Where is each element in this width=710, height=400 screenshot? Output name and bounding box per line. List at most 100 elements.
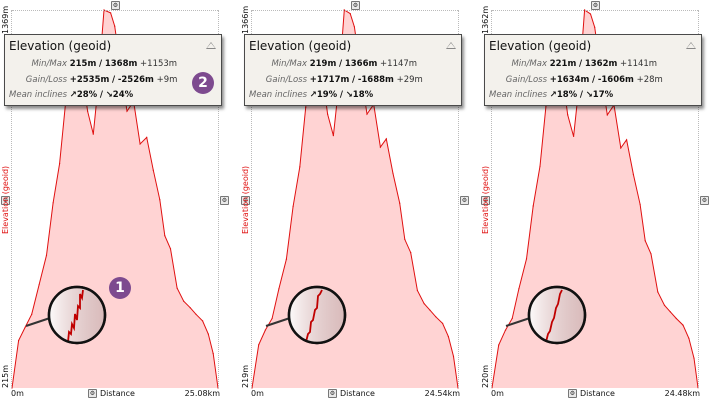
- elevation-point: [589, 13, 592, 15]
- elevation-point: [305, 106, 307, 109]
- x-axis-min-label: 0m: [251, 389, 264, 398]
- elevation-point: [525, 258, 528, 260]
- y-axis-title: Elevation (geoid): [1, 165, 10, 234]
- settings-icon[interactable]: ⚙: [1, 196, 10, 205]
- elevation-point: [682, 324, 684, 326]
- plot-left-border: [251, 10, 252, 388]
- elevation-point: [573, 135, 575, 137]
- collapse-triangle-icon[interactable]: [686, 42, 696, 49]
- elevation-point: [442, 322, 444, 324]
- elevation-point: [285, 258, 287, 260]
- elevation-point: [511, 317, 513, 320]
- elevation-point: [626, 139, 628, 141]
- x-axis-title: ⚙ Distance: [328, 389, 375, 399]
- collapse-triangle-icon[interactable]: [446, 42, 456, 49]
- collapse-triangle-icon[interactable]: [206, 42, 216, 49]
- settings-icon[interactable]: ⚙: [568, 389, 577, 398]
- elevation-point: [539, 165, 541, 167]
- elevation-point: [423, 303, 425, 305]
- elevation-point: [176, 287, 178, 289]
- elevation-point: [258, 344, 260, 346]
- x-axis-title: ⚙ Distance: [88, 389, 135, 399]
- elevation-point: [447, 336, 449, 338]
- settings-icon[interactable]: ⚙: [220, 196, 229, 205]
- elevation-point: [195, 313, 197, 315]
- y-axis-min-label: 215m: [1, 364, 10, 388]
- elevation-point: [212, 353, 214, 355]
- elevation-point: [159, 199, 161, 201]
- magnifier-lens: [505, 285, 587, 345]
- settings-icon[interactable]: ⚙: [351, 1, 360, 10]
- elevation-point: [452, 355, 455, 357]
- elevation-point: [504, 329, 507, 331]
- plot-left-border: [11, 10, 12, 388]
- elevation-point: [139, 143, 141, 145]
- elevation-point: [146, 136, 148, 138]
- elevation-point: [404, 238, 406, 240]
- x-axis-min-label: 0m: [11, 389, 24, 398]
- elevation-point: [650, 253, 652, 255]
- elevation-point: [45, 254, 48, 256]
- elevation-point: [169, 248, 172, 250]
- elevation-point: [126, 110, 128, 112]
- elevation-point: [385, 138, 387, 140]
- x-axis-max-label: 24.54km: [424, 389, 460, 398]
- info-title: Elevation (geoid): [9, 39, 112, 53]
- plot-right-border: [458, 10, 459, 388]
- settings-icon[interactable]: ⚙: [328, 389, 337, 398]
- elevation-point: [632, 173, 634, 176]
- settings-icon[interactable]: ⚙: [700, 196, 709, 205]
- plot-right-border: [698, 10, 699, 388]
- elevation-point: [606, 114, 608, 116]
- elevation-point: [379, 146, 381, 148]
- elevation-point: [278, 288, 280, 290]
- elevation-point: [349, 13, 351, 15]
- elevation-point: [38, 284, 40, 286]
- settings-icon[interactable]: ⚙: [241, 196, 250, 205]
- minmax-row: Min/Max 219m / 1366m +1147m: [271, 59, 418, 69]
- elevation-point: [353, 26, 355, 28]
- y-axis-title: Elevation (geoid): [241, 165, 250, 234]
- profile-panel-1: ⚙ ⚙ ⚙ 1369m 215m Elevation (geoid) 0m 25…: [0, 0, 230, 400]
- settings-icon[interactable]: ⚙: [460, 196, 469, 205]
- elevation-point: [152, 169, 154, 171]
- elevation-point: [545, 106, 547, 108]
- elevation-point: [264, 329, 266, 331]
- elevation-point: [59, 163, 61, 165]
- elevation-point: [675, 317, 677, 320]
- plot-top-border: [12, 10, 218, 11]
- settings-icon[interactable]: ⚙: [481, 196, 490, 205]
- elevation-point: [644, 240, 646, 242]
- gainloss-row: Gain/Loss +1634m / -1606m +28m: [505, 75, 663, 85]
- elevation-point: [410, 252, 412, 254]
- elevation-point: [416, 289, 418, 292]
- elevation-point: [669, 311, 671, 313]
- minmax-row: Min/Max 215m / 1368m +1153m: [31, 59, 178, 69]
- settings-icon[interactable]: ⚙: [88, 389, 97, 398]
- elevation-point: [518, 288, 520, 290]
- elevation-point: [52, 202, 54, 204]
- elevation-point: [114, 25, 116, 27]
- elevation-point: [183, 300, 185, 302]
- profile-panel-2: ⚙ ⚙ ⚙ 1366m 219m Elevation (geoid) 0m 24…: [240, 0, 470, 400]
- elevation-point: [164, 235, 166, 237]
- elevation-point: [299, 166, 301, 168]
- elevation-point: [92, 133, 94, 135]
- elevation-point: [271, 317, 273, 320]
- settings-icon[interactable]: ⚙: [591, 1, 600, 10]
- settings-icon[interactable]: ⚙: [111, 1, 120, 10]
- elevation-point: [327, 113, 329, 115]
- elevation-point: [663, 304, 666, 306]
- info-title: Elevation (geoid): [249, 39, 352, 53]
- elevation-point: [399, 202, 401, 204]
- elevation-point: [31, 313, 33, 315]
- elevation-point: [292, 205, 294, 207]
- elevation-point: [202, 320, 204, 322]
- incline-row: Mean inclines ↗19% / ↘18%: [249, 90, 374, 100]
- elevation-info-box: Elevation (geoid) Min/Max 219m / 1366m +…: [244, 34, 462, 106]
- x-axis-title-text: Distance: [340, 389, 375, 398]
- elevation-point: [594, 26, 596, 28]
- plot-top-border: [492, 10, 698, 11]
- elevation-point: [110, 12, 112, 14]
- elevation-point: [429, 309, 431, 311]
